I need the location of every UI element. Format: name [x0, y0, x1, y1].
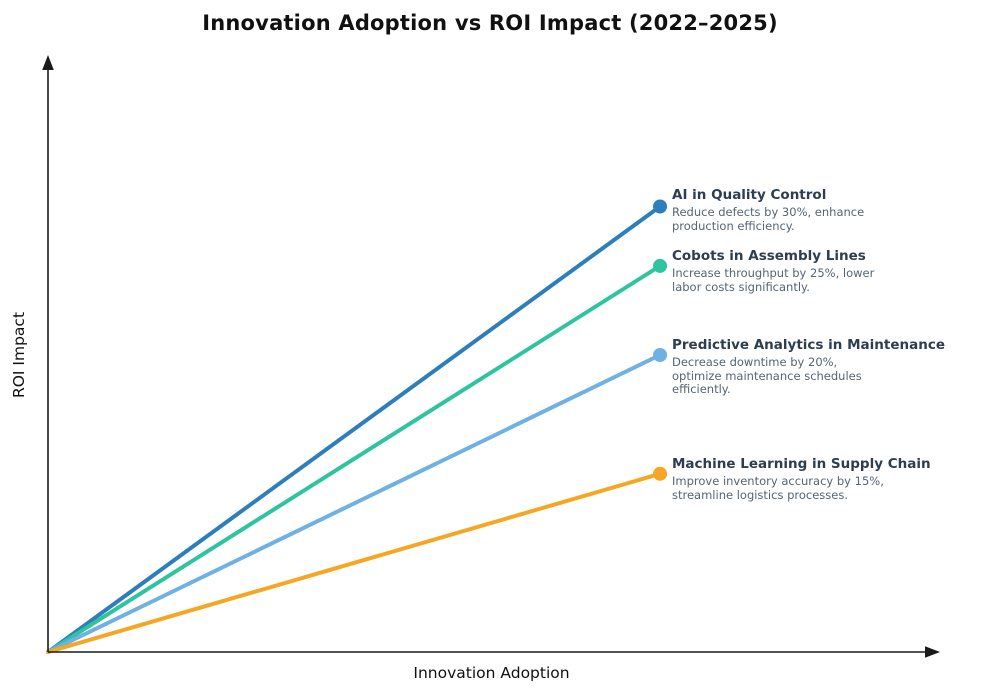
annotation-title: Machine Learning in Supply Chain	[672, 456, 931, 472]
series-endpoint-dot-0	[653, 199, 668, 214]
series-endpoint-dot-1	[653, 258, 668, 273]
annotation-description: Reduce defects by 30%, enhance productio…	[672, 205, 865, 233]
annotation-predictive-analytics: Predictive Analytics in Maintenance Decr…	[672, 337, 972, 397]
annotation-machine-learning-supply-chain: Machine Learning in Supply Chain Improve…	[672, 456, 972, 502]
series-layer	[46, 199, 668, 654]
series-endpoint-dot-3	[653, 466, 668, 481]
series-endpoint-dot-2	[653, 348, 668, 362]
annotation-description: Improve inventory accuracy by 15%, strea…	[672, 474, 884, 502]
annotation-description: Decrease downtime by 20%, optimize maint…	[672, 355, 862, 397]
series-line-0	[46, 204, 663, 654]
y-axis-arrow-icon	[42, 55, 54, 70]
annotation-cobots-assembly-lines: Cobots in Assembly Lines Increase throug…	[672, 248, 972, 294]
series-line-1	[46, 263, 663, 654]
annotation-title: Cobots in Assembly Lines	[672, 248, 866, 264]
series-line-3	[46, 471, 663, 654]
annotation-description: Increase throughput by 25%, lower labor …	[672, 266, 875, 294]
annotation-title: Predictive Analytics in Maintenance	[672, 337, 945, 353]
x-axis-label: Innovation Adoption	[413, 664, 570, 682]
series-line-2	[46, 353, 663, 654]
x-axis-arrow-icon	[925, 646, 940, 658]
annotation-title: AI in Quality Control	[672, 187, 827, 203]
y-axis-label: ROI Impact	[10, 311, 28, 399]
chart-title: Innovation Adoption vs ROI Impact (2022–…	[202, 11, 778, 35]
annotation-ai-quality-control: AI in Quality Control Reduce defects by …	[672, 187, 972, 233]
